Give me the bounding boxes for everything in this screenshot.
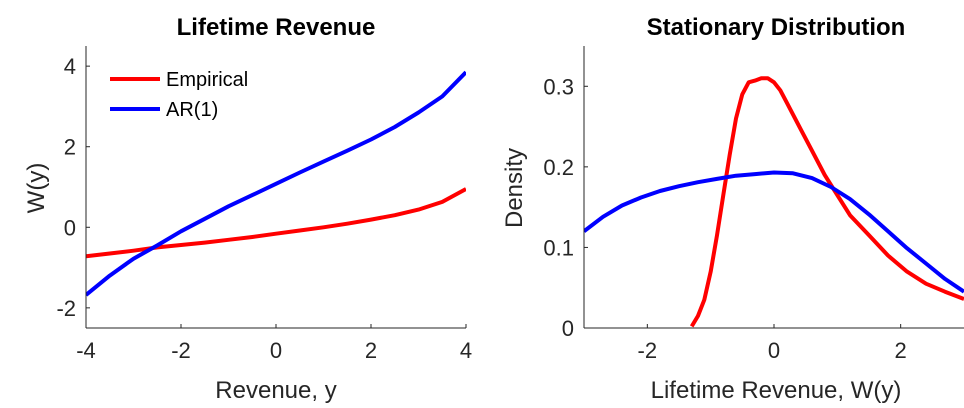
series-line-ar1-left (86, 70, 466, 297)
y-tick-label: 0.1 (543, 235, 574, 260)
axes-right (583, 46, 964, 329)
ticks-right: -2 0 2 0 0.1 0.2 0.3 (543, 74, 906, 363)
chart-title-stationary-distribution: Stationary Distribution (647, 14, 906, 41)
y-axis-label-left: W(y) (23, 163, 50, 214)
x-tick-label: 0 (768, 338, 780, 363)
x-tick-label: 4 (460, 338, 472, 363)
y-tick-label: 2 (64, 135, 76, 160)
x-tick-label: -2 (638, 338, 658, 363)
lifetime-revenue-chart: Lifetime Revenue Revenue, y W(y) -4 -2 0 2 4… (23, 14, 472, 404)
series-group-right (584, 76, 964, 328)
y-tick-label: 0.3 (543, 74, 574, 99)
legend-label-empirical: Empirical (166, 69, 248, 91)
series-line-ar1-right (584, 170, 964, 294)
legend-label-ar1: AR(1) (166, 99, 218, 121)
y-tick-label: 0 (64, 215, 76, 240)
y-axis-label-right: Density (501, 148, 528, 228)
y-tick-label: -2 (56, 296, 76, 321)
legend: Empirical AR(1) (110, 69, 248, 121)
y-tick-label: 0 (562, 316, 574, 341)
x-axis-label-right: Lifetime Revenue, W(y) (651, 377, 902, 404)
x-tick-label: 0 (270, 338, 282, 363)
y-tick-label: 4 (64, 54, 76, 79)
x-axis-label-left: Revenue, y (215, 377, 336, 404)
x-tick-label: 2 (895, 338, 907, 363)
series-group-left (86, 70, 466, 297)
y-tick-label: 0.2 (543, 155, 574, 180)
stationary-distribution-chart: Stationary Distribution Lifetime Revenue… (501, 14, 964, 404)
chart-title-lifetime-revenue: Lifetime Revenue (177, 14, 376, 41)
series-line-empirical-right (689, 76, 964, 328)
x-tick-label: -2 (171, 338, 191, 363)
x-tick-label: 2 (365, 338, 377, 363)
series-line-empirical-left (86, 187, 466, 259)
x-tick-label: -4 (76, 338, 96, 363)
axes-left (85, 46, 466, 329)
